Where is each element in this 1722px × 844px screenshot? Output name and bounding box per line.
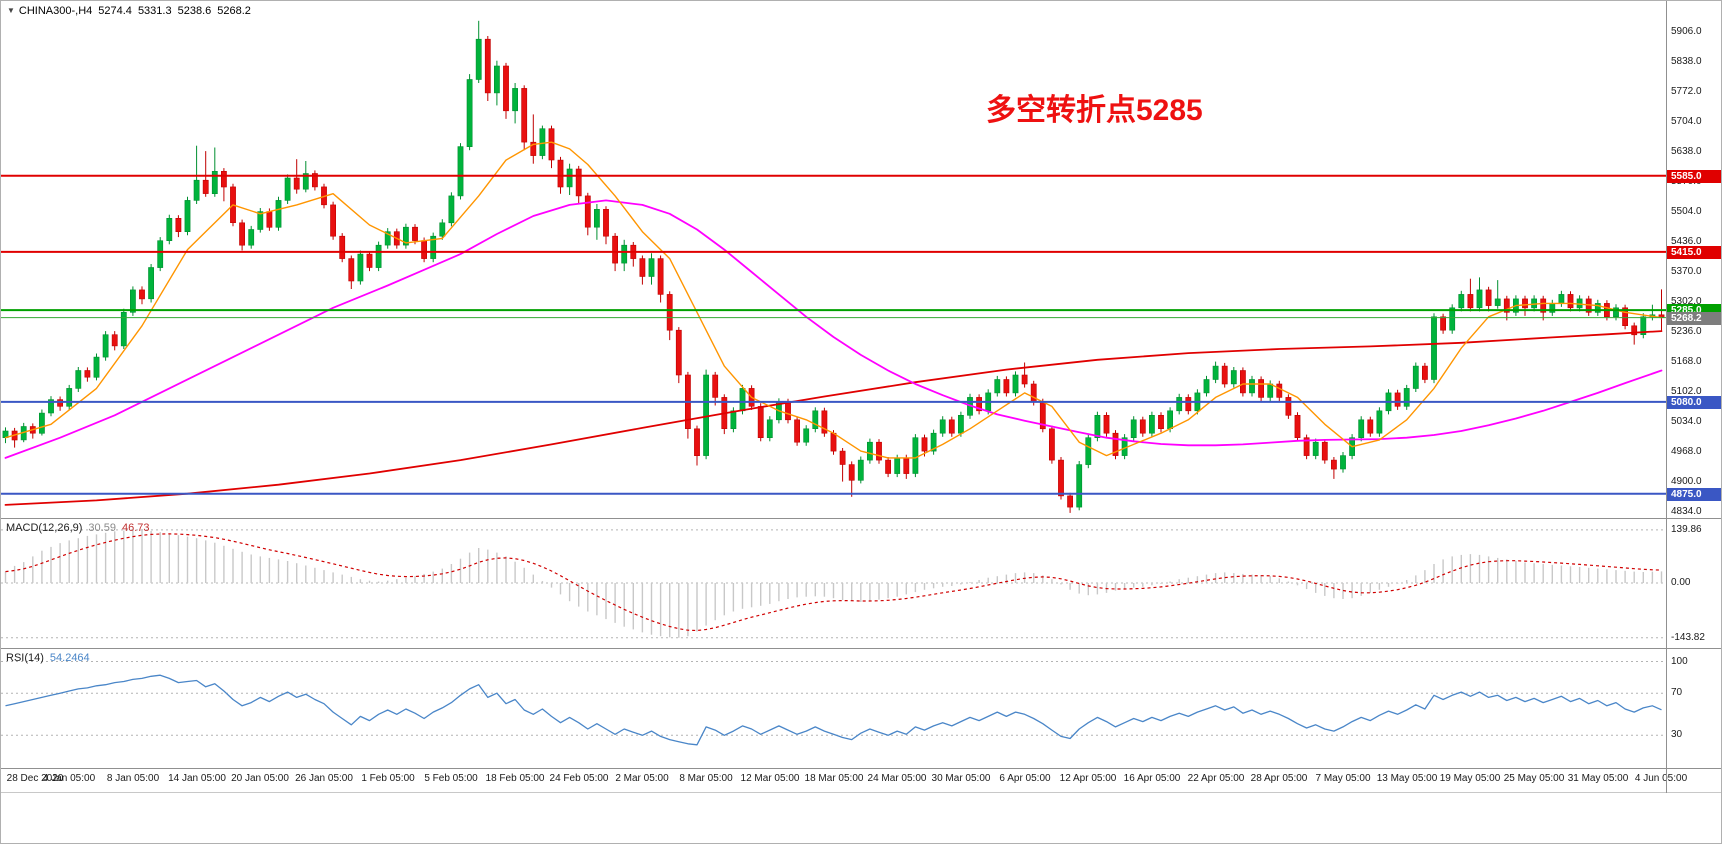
price-tick-label: 5034.0 <box>1671 416 1702 427</box>
time-axis-label: 24 Feb 05:00 <box>549 773 609 784</box>
price-chart-surface[interactable] <box>1 1 1666 518</box>
time-axis-label: 18 Mar 05:00 <box>804 773 864 784</box>
rsi-value: 54.2464 <box>49 652 90 664</box>
candles-layer <box>2 20 1665 513</box>
axis-divider <box>1666 1 1667 793</box>
rsi-panel: RSI(14) 54.2464 100 70 30 <box>1 649 1721 769</box>
price-flag-5080.0: 5080.0 <box>1667 396 1721 409</box>
price-tick-label: 5772.0 <box>1671 86 1702 97</box>
current-price-flag: 5268.2 <box>1667 312 1721 325</box>
price-flag-4875.0: 4875.0 <box>1667 488 1721 501</box>
price-tick-label: 5704.0 <box>1671 116 1702 127</box>
time-axis-label: 12 Mar 05:00 <box>740 773 800 784</box>
price-flag-5585.0: 5585.0 <box>1667 170 1721 183</box>
time-axis-label: 28 Apr 05:00 <box>1250 773 1308 784</box>
rsi-line <box>5 674 1662 746</box>
price-tick-label: 5370.0 <box>1671 266 1702 277</box>
time-axis-label: 24 Mar 05:00 <box>867 773 927 784</box>
symbol-info: ▼ CHINA300-,H4 5274.4 5331.3 5238.6 5268.2 <box>7 5 251 17</box>
price-tick-label: 5638.0 <box>1671 146 1702 157</box>
time-axis-label: 25 May 05:00 <box>1503 773 1565 784</box>
time-axis-label: 4 Jan 05:00 <box>42 773 96 784</box>
time-axis-label: 18 Feb 05:00 <box>485 773 545 784</box>
rsi-name: RSI(14) <box>6 652 44 664</box>
time-axis-label: 2 Mar 05:00 <box>615 773 669 784</box>
macd-tick-label: -143.82 <box>1671 632 1705 643</box>
time-axis[interactable]: 28 Dec 2020 4 Jan 05:00 8 Jan 05:00 14 Jan … <box>1 769 1721 793</box>
macd-label: MACD(12,26,9) 30.59 46.73 <box>6 522 155 534</box>
price-tick-label: 5168.0 <box>1671 356 1702 367</box>
price-tick-label: 5302.0 <box>1671 296 1702 307</box>
macd-tick-label: 0.00 <box>1671 577 1691 588</box>
macd-axis[interactable]: 139.86 0.00 -143.82 <box>1667 519 1721 648</box>
time-axis-label: 28 Dec 2020 <box>6 773 64 784</box>
time-axis-label: 19 May 05:00 <box>1439 773 1501 784</box>
time-axis-label: 7 May 05:00 <box>1315 773 1371 784</box>
rsi-tick-label: 100 <box>1671 656 1688 667</box>
time-axis-label: 30 Mar 05:00 <box>931 773 991 784</box>
rsi-axis[interactable]: 100 70 30 <box>1667 649 1721 768</box>
macd-signal-value: 46.73 <box>121 522 150 534</box>
price-tick-label: 5504.0 <box>1671 206 1702 217</box>
price-tick-label: 5102.0 <box>1671 386 1702 397</box>
price-tick-label: 5838.0 <box>1671 56 1702 67</box>
time-axis-label: 1 Feb 05:00 <box>361 773 415 784</box>
open-value: 5274.4 <box>98 5 132 17</box>
time-axis-label: 8 Mar 05:00 <box>679 773 733 784</box>
price-tick-label: 4834.0 <box>1671 506 1702 517</box>
price-flag-5415.0: 5415.0 <box>1667 246 1721 259</box>
rsi-tick-label: 30 <box>1671 729 1683 740</box>
price-tick-label: 4900.0 <box>1671 476 1702 487</box>
macd-histogram <box>4 529 1663 638</box>
time-axis-label: 13 May 05:00 <box>1376 773 1438 784</box>
time-axis-label: 12 Apr 05:00 <box>1059 773 1117 784</box>
time-axis-label: 8 Jan 05:00 <box>106 773 160 784</box>
time-axis-label: 14 Jan 05:00 <box>168 773 226 784</box>
symbol-name: CHINA300-,H4 <box>18 5 93 17</box>
time-axis-label: 6 Apr 05:00 <box>999 773 1051 784</box>
price-tick-label: 5236.0 <box>1671 326 1702 337</box>
rsi-surface[interactable] <box>1 649 1666 768</box>
time-axis-label: 20 Jan 05:00 <box>231 773 289 784</box>
ma-fast-line <box>4 141 1663 459</box>
time-axis-label: 5 Feb 05:00 <box>424 773 478 784</box>
macd-panel: MACD(12,26,9) 30.59 46.73 139.86 0.00 -143.8… <box>1 519 1721 649</box>
time-axis-label: 22 Apr 05:00 <box>1187 773 1245 784</box>
rsi-tick-label: 70 <box>1671 687 1683 698</box>
macd-name: MACD(12,26,9) <box>6 522 83 534</box>
chart-annotation: 多空转折点5285 <box>986 94 1203 127</box>
low-value: 5238.6 <box>177 5 212 17</box>
symbol-dropdown-icon[interactable]: ▼ <box>7 6 15 15</box>
price-tick-label: 4968.0 <box>1671 446 1702 457</box>
rsi-label: RSI(14) 54.2464 <box>6 652 96 664</box>
high-value: 5331.3 <box>137 5 172 17</box>
macd-signal-line <box>5 533 1662 632</box>
time-axis-label: 4 Jun 05:00 <box>1634 773 1688 784</box>
macd-value: 30.59 <box>88 522 116 534</box>
ma-mid-line <box>4 199 1663 459</box>
price-tick-label: 5436.0 <box>1671 236 1702 247</box>
macd-tick-label: 139.86 <box>1671 524 1702 535</box>
ma-slow-line <box>4 330 1663 506</box>
price-chart-panel: ▼ CHINA300-,H4 5274.4 5331.3 5238.6 5268.2 多空… <box>1 1 1721 519</box>
price-axis[interactable]: 5906.05838.05772.05704.05638.05570.05504… <box>1667 1 1721 518</box>
mac-d-surface[interactable] <box>1 519 1666 648</box>
close-value: 5268.2 <box>217 5 251 17</box>
time-axis-label: 16 Apr 05:00 <box>1123 773 1181 784</box>
time-axis-label: 26 Jan 05:00 <box>295 773 353 784</box>
time-axis-label: 31 May 05:00 <box>1567 773 1629 784</box>
price-tick-label: 5906.0 <box>1671 26 1702 37</box>
